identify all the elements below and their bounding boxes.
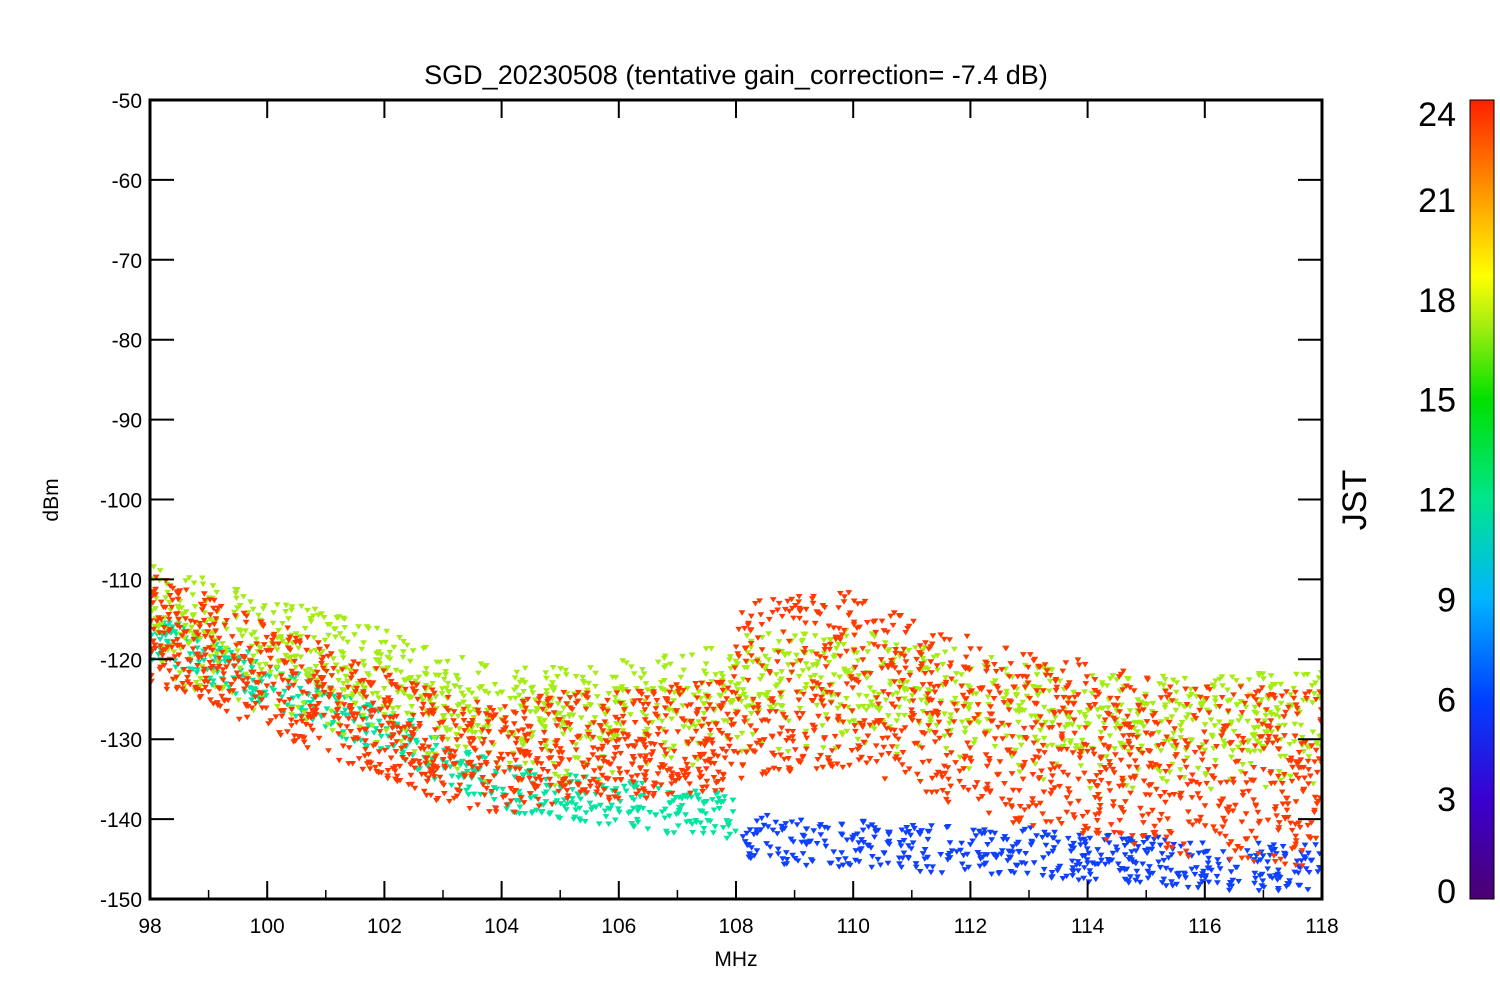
- y-tick-label: -80: [112, 330, 142, 353]
- y-tick-label: -110: [102, 569, 142, 592]
- x-axis: 98 100 102 104 106 108 110 112 114 116 118: [138, 100, 1339, 938]
- colorbar-tick-label: 15: [1418, 382, 1456, 420]
- y-tick-label: -50: [112, 90, 142, 113]
- colorbar-tick-label: 9: [1437, 581, 1456, 619]
- colorbar-tick-label: 12: [1418, 482, 1456, 520]
- y-tick-label: -70: [112, 250, 142, 273]
- colorbar-tick-label: 0: [1437, 873, 1456, 911]
- y-tick-label: -120: [100, 649, 142, 672]
- y-tick-label: -130: [100, 729, 142, 752]
- colorbar: [1469, 99, 1495, 900]
- colorbar-label: JST: [1336, 470, 1374, 530]
- y-axis-label: dBm: [40, 478, 63, 521]
- x-tick-label: 104: [484, 915, 519, 938]
- series-markers-jst-4: [739, 813, 1322, 894]
- x-tick-label: 102: [367, 915, 402, 938]
- x-tick-label: 98: [138, 915, 161, 938]
- colorbar-tick-label: 18: [1418, 282, 1456, 320]
- data-points: [150, 564, 1322, 894]
- chart-title: SGD_20230508 (tentative gain_correction=…: [424, 60, 1048, 90]
- x-axis-label: MHz: [714, 948, 757, 971]
- x-tick-label: 100: [250, 915, 285, 938]
- y-tick-label: -100: [100, 490, 142, 513]
- x-tick-label: 112: [954, 915, 987, 938]
- colorbar-ticks: 0 3 6 9 12 15 18 21 24: [1418, 96, 1456, 911]
- x-tick-label: 114: [1071, 915, 1105, 938]
- colorbar-tick-label: 24: [1418, 96, 1456, 134]
- x-tick-label: 106: [601, 915, 636, 938]
- y-tick-label: -140: [100, 809, 142, 832]
- x-tick-label: 108: [718, 915, 753, 938]
- x-tick-label: 118: [1305, 915, 1338, 938]
- colorbar-tick-label: 6: [1437, 681, 1456, 719]
- colorbar-tick-label: 3: [1437, 781, 1456, 819]
- y-tick-label: -90: [112, 410, 142, 433]
- x-tick-label: 116: [1188, 915, 1221, 938]
- colorbar-tick-label: 21: [1418, 182, 1456, 220]
- x-tick-label: 110: [836, 915, 869, 938]
- y-axis: -50 -60 -70 -80 -90 -100 -110 -120 -130 -140 -150: [100, 90, 1322, 912]
- y-tick-label: -150: [100, 889, 142, 912]
- y-tick-label: -60: [112, 170, 142, 193]
